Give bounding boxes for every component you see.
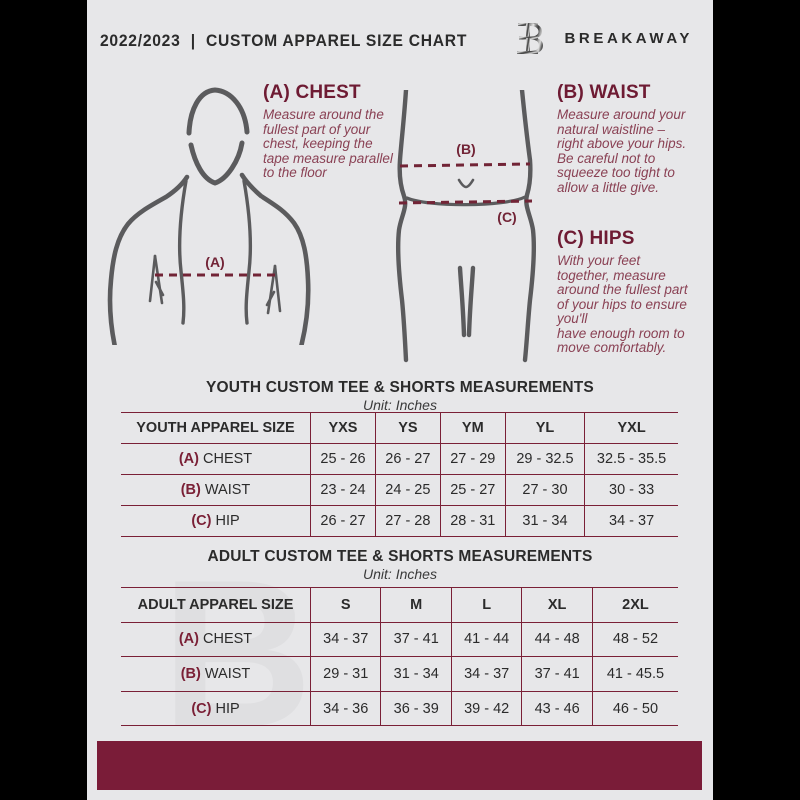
svg-text:(B): (B) xyxy=(456,141,475,157)
svg-text:(C): (C) xyxy=(497,209,516,225)
svg-text:(A): (A) xyxy=(205,254,224,270)
